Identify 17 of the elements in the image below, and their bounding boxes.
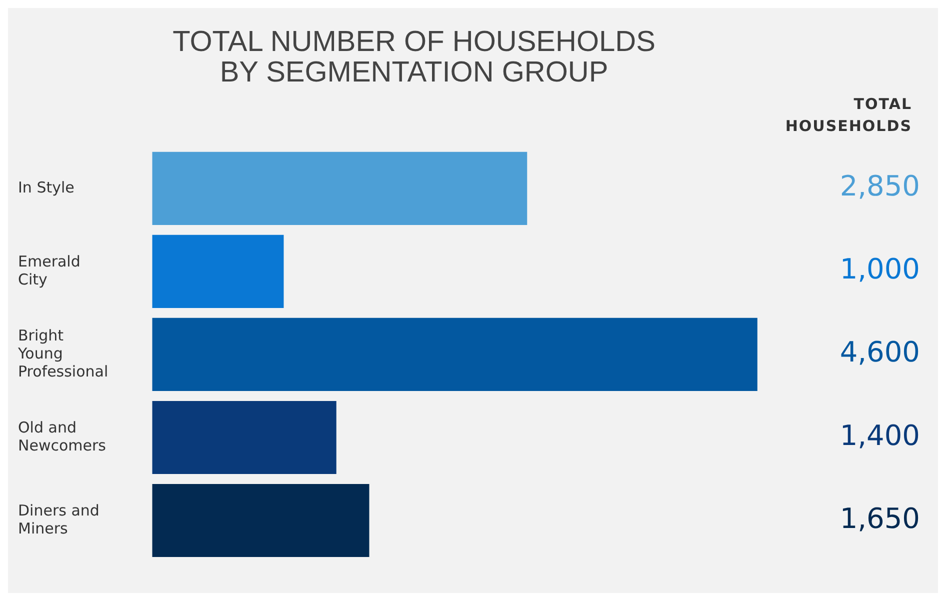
- y-tick-label: In Style: [18, 178, 74, 196]
- data-label: 1,650: [840, 502, 920, 535]
- y-tick-label: Diners and Miners: [18, 501, 100, 538]
- bar: [152, 484, 370, 558]
- data-label: 2,850: [840, 170, 920, 203]
- data-label: 1,400: [840, 418, 920, 452]
- bar: [152, 234, 284, 308]
- data-label: 1,000: [840, 252, 920, 286]
- y-tick-label: Bright Young Professional: [17, 326, 108, 380]
- bar: [152, 400, 336, 474]
- y-tick-label: Emerald City: [18, 252, 80, 288]
- bar: [152, 318, 758, 391]
- chart-title: TOTAL NUMBER OF HOUSEHOLDS BY SEGMENTATION GROUP: [172, 26, 656, 89]
- y-tick-label: Old and Newcomers: [18, 418, 106, 454]
- text: TOTAL HOUSEHOLDS: [785, 94, 912, 135]
- data-label: 4,600: [840, 336, 920, 369]
- bar: [152, 152, 528, 225]
